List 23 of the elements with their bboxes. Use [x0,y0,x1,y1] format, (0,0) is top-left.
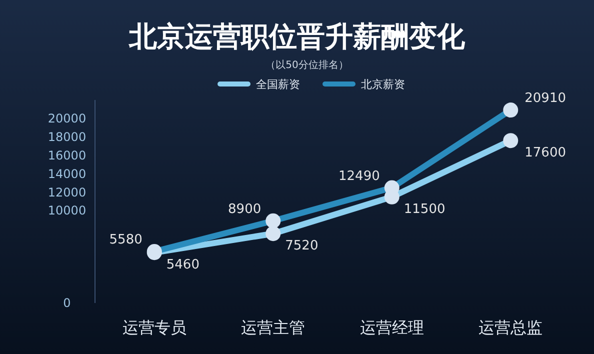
chart-title: 北京运营职位晋升薪酬变化 [128,20,466,53]
data-label: 20910 [524,91,566,106]
y-tick-label: 14000 [48,166,86,181]
x-tick-label: 运营专员 [122,318,186,337]
data-label: 5580 [109,232,142,248]
y-tick-label: 18000 [48,130,86,144]
legend-label: 北京薪资 [361,78,405,91]
x-tick-label: 运营总监 [478,318,543,337]
data-label: 8900 [228,202,262,217]
data-label: 17600 [524,146,566,161]
y-tick-label: 10000 [48,204,86,218]
data-label: 12490 [338,168,380,184]
x-tick-label: 运营主管 [241,318,306,337]
y-tick-label: 12000 [48,185,86,200]
chart-subtitle: （以50分位排名） [266,59,348,71]
data-label: 11500 [404,202,446,217]
x-tick-label: 运营经理 [360,318,424,337]
y-tick-label: 16000 [48,148,86,162]
data-label: 5460 [166,258,200,273]
data-label: 7520 [285,238,318,254]
y-tick-label: 0 [63,296,71,310]
y-tick-label: 20000 [48,111,86,126]
legend-label: 全国薪资 [256,78,300,91]
